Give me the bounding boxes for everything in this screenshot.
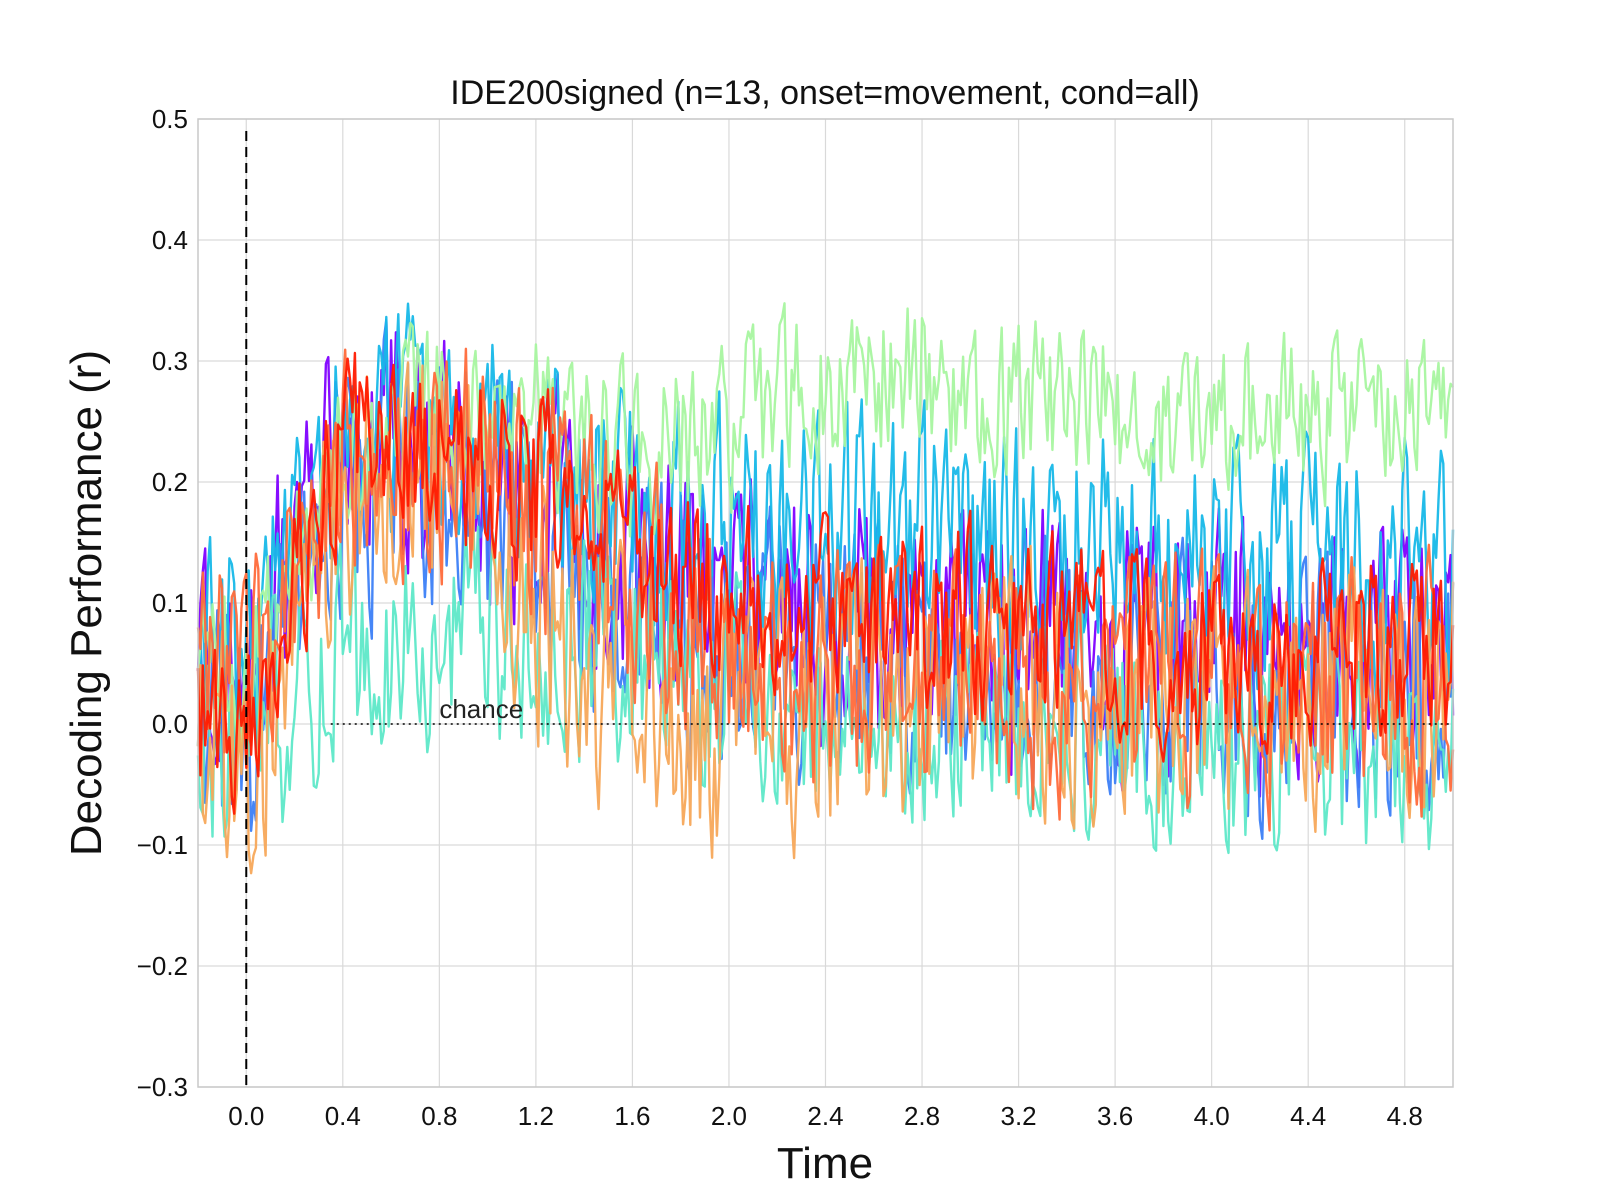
y-tick-label: 0.1 [152, 588, 188, 618]
x-axis-label: Time [777, 1139, 873, 1188]
x-tick-label: 1.2 [518, 1101, 554, 1131]
chart-title: IDE200signed (n=13, onset=movement, cond… [450, 74, 1199, 112]
series-line [196, 302, 1455, 759]
x-tick-label: 2.4 [807, 1101, 843, 1131]
series-line [196, 302, 1454, 754]
x-tick-label: 2.0 [711, 1101, 747, 1131]
y-tick-label: 0.2 [152, 467, 188, 497]
y-axis-label: Decoding Performance (r) [62, 350, 111, 856]
series-layer [196, 302, 1455, 875]
y-tick-label: 0.5 [152, 104, 188, 134]
x-tick-label: 0.0 [228, 1101, 264, 1131]
x-tick-label: 0.4 [325, 1101, 361, 1131]
x-tick-label: 4.0 [1194, 1101, 1230, 1131]
y-tick-label: −0.1 [137, 830, 188, 860]
y-tick-label: 0.3 [152, 346, 188, 376]
x-tick-label: 1.6 [614, 1101, 650, 1131]
series-line [196, 512, 1455, 855]
chance-label: chance [439, 694, 523, 724]
y-tick-label: −0.2 [137, 951, 188, 981]
x-tick-label: 4.4 [1290, 1101, 1326, 1131]
x-tick-label: 0.8 [421, 1101, 457, 1131]
x-tick-label: 4.8 [1387, 1101, 1423, 1131]
series-line [196, 351, 1455, 815]
y-tick-label: 0.0 [152, 709, 188, 739]
y-tick-label: −0.3 [137, 1072, 188, 1102]
y-tick-labels: −0.3 −0.2 −0.1 0.0 0.1 0.2 0.3 0.4 0.5 [137, 104, 188, 1102]
x-tick-labels: 0.0 0.4 0.8 1.2 1.6 2.0 2.4 2.8 3.2 3.6 4.0 4.4 4.8 [228, 1101, 1423, 1131]
y-tick-label: 0.4 [152, 225, 188, 255]
x-tick-label: 3.2 [1000, 1101, 1036, 1131]
x-tick-label: 2.8 [904, 1101, 940, 1131]
plot-frame [197, 118, 1454, 1088]
x-tick-label: 3.6 [1097, 1101, 1133, 1131]
reference-lines: chance [245, 131, 1453, 1087]
